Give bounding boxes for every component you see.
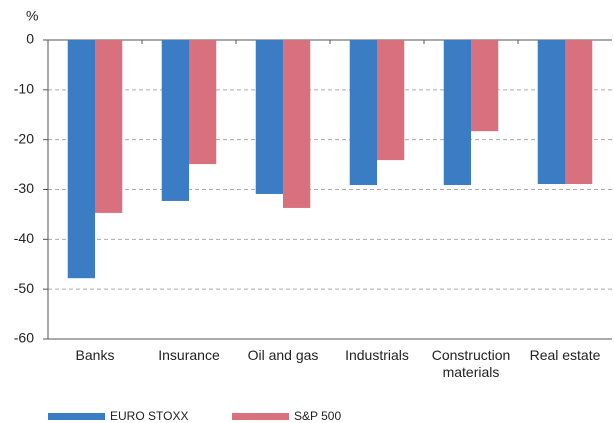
x-tick-label: Construction materials bbox=[431, 347, 511, 380]
unit-label: % bbox=[26, 8, 38, 24]
y-tick-label: 0 bbox=[26, 31, 34, 47]
y-tick-label: -10 bbox=[14, 81, 34, 97]
x-tick-label: Real estate bbox=[529, 347, 601, 363]
bar bbox=[189, 40, 217, 165]
legend-swatch bbox=[48, 413, 105, 420]
y-tick-label: -50 bbox=[14, 280, 34, 296]
bar bbox=[537, 40, 565, 185]
bar bbox=[377, 40, 405, 161]
x-tick-label: Insurance bbox=[158, 347, 220, 363]
bar bbox=[443, 40, 471, 186]
legend-label: EURO STOXX bbox=[110, 409, 188, 423]
x-tick-label: Oil and gas bbox=[247, 347, 319, 363]
legend-swatch bbox=[232, 413, 289, 420]
bar bbox=[471, 40, 499, 132]
bar bbox=[95, 40, 123, 213]
bar bbox=[255, 40, 283, 194]
y-tick-label: -20 bbox=[14, 130, 34, 146]
y-tick-label: -60 bbox=[14, 330, 34, 346]
legend-label: S&P 500 bbox=[294, 409, 341, 423]
bar bbox=[67, 40, 95, 279]
y-tick-label: -30 bbox=[14, 180, 34, 196]
bar bbox=[565, 40, 593, 185]
x-tick-label: Banks bbox=[75, 347, 115, 363]
bar bbox=[283, 40, 311, 208]
bar bbox=[349, 40, 377, 186]
bar bbox=[161, 40, 189, 201]
y-tick-label: -40 bbox=[14, 230, 34, 246]
x-tick-label: Industrials bbox=[345, 347, 409, 363]
